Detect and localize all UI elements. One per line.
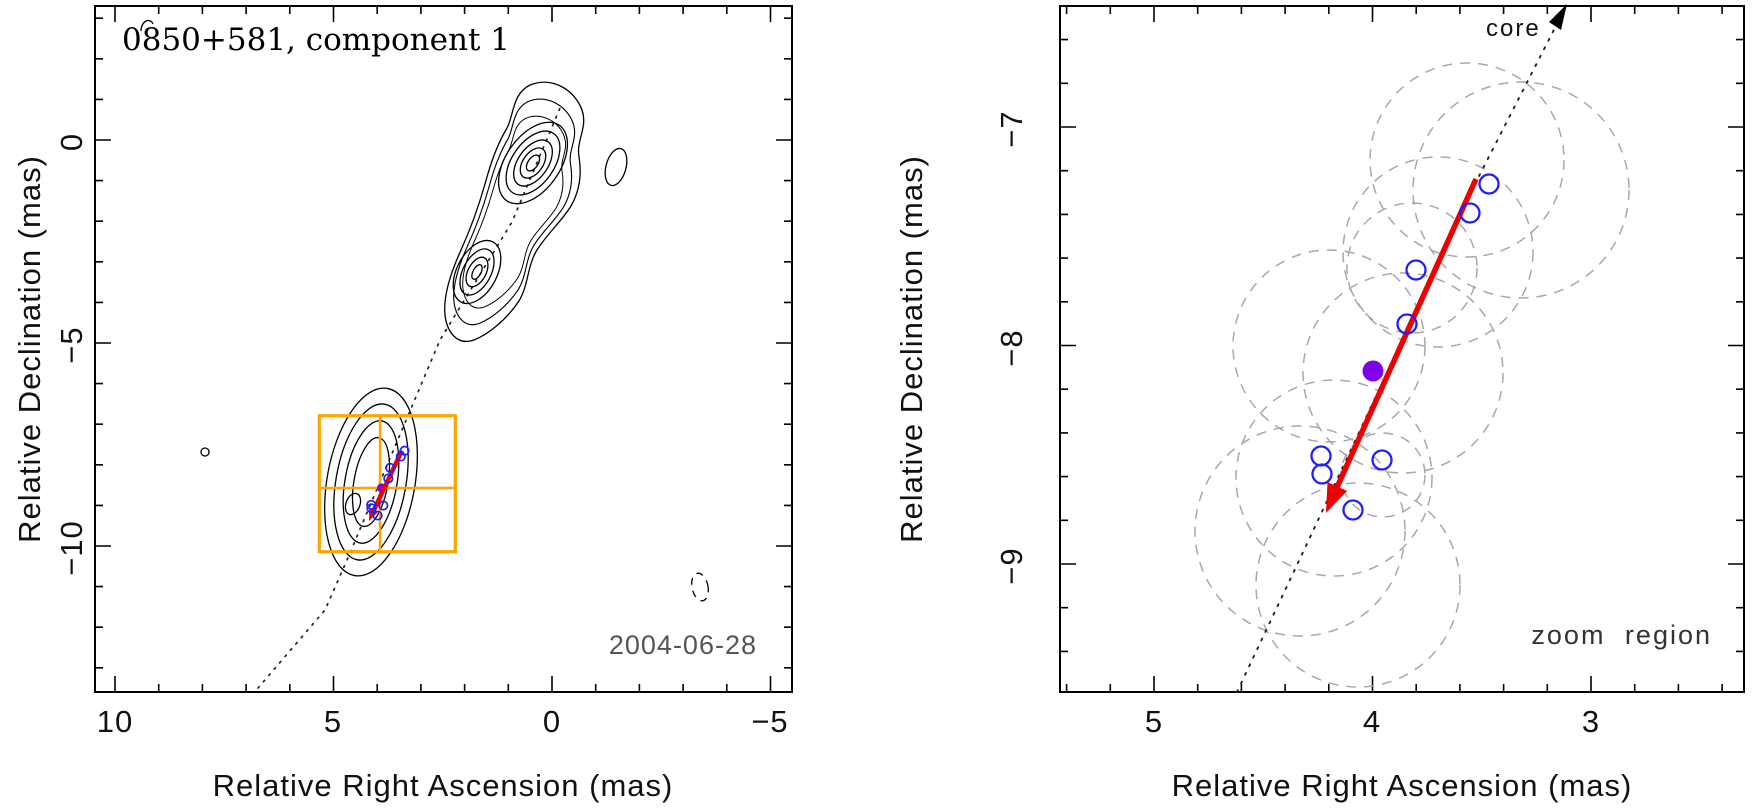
left-axes-frame — [94, 5, 793, 693]
left-xtick-10: 10 — [96, 704, 134, 739]
size-circles-dashed — [1194, 62, 1630, 688]
left-ytick-m10: −10 — [54, 520, 89, 576]
tiny-contour — [200, 447, 210, 457]
motion-arrow — [1331, 177, 1479, 496]
motion-arrowhead — [1326, 482, 1347, 513]
component-circles — [1310, 173, 1500, 521]
isolated-contour — [604, 147, 628, 187]
left-mini-markers — [366, 445, 410, 521]
right-ytick-m9: −9 — [994, 547, 1029, 585]
right-panel — [1059, 4, 1745, 693]
left-axis-ticks — [95, 6, 792, 692]
right-xtick-4: 4 — [1362, 704, 1382, 739]
core-direction-arrowhead — [1549, 4, 1567, 30]
right-axis-ticks — [1060, 6, 1744, 692]
right-yaxis-title: Relative Declination (mas) — [894, 155, 929, 543]
tiny-contour-hook — [140, 19, 154, 32]
contour-map — [140, 19, 709, 602]
left-ytick-0: 0 — [54, 132, 89, 152]
jet-axis-dotted-line — [257, 107, 561, 689]
mean-position-dot — [1362, 360, 1384, 382]
epoch-date-label: 2004-06-28 — [608, 630, 757, 660]
motion-arrow-small — [370, 449, 405, 514]
component1-inner-ring — [344, 492, 362, 516]
zoom-region-label: zoom region — [1531, 620, 1712, 650]
left-ytick-m5: −5 — [54, 326, 89, 364]
left-yaxis-title: Relative Declination (mas) — [12, 155, 47, 543]
right-xtick-3: 3 — [1581, 704, 1601, 739]
left-xtick-m5: −5 — [751, 704, 789, 739]
negative-dashed-contour — [691, 572, 709, 602]
core-contour-rings — [497, 121, 569, 205]
right-ytick-m7: −7 — [994, 110, 1029, 148]
left-xaxis-title: Relative Right Ascension (mas) — [212, 768, 674, 803]
right-axes-frame — [1059, 5, 1745, 693]
left-panel-title: 0850+581, component 1 — [122, 22, 510, 58]
jet-knot-contour-rings — [452, 239, 502, 305]
right-xaxis-title: Relative Right Ascension (mas) — [1171, 768, 1633, 803]
right-ytick-m8: −8 — [994, 328, 1029, 367]
left-xtick-5: 5 — [323, 704, 343, 739]
right-xtick-5: 5 — [1144, 704, 1164, 739]
left-panel — [94, 5, 793, 693]
core-label: core — [1486, 15, 1541, 42]
component-circles-small — [366, 445, 410, 521]
left-xtick-0: 0 — [542, 704, 562, 739]
